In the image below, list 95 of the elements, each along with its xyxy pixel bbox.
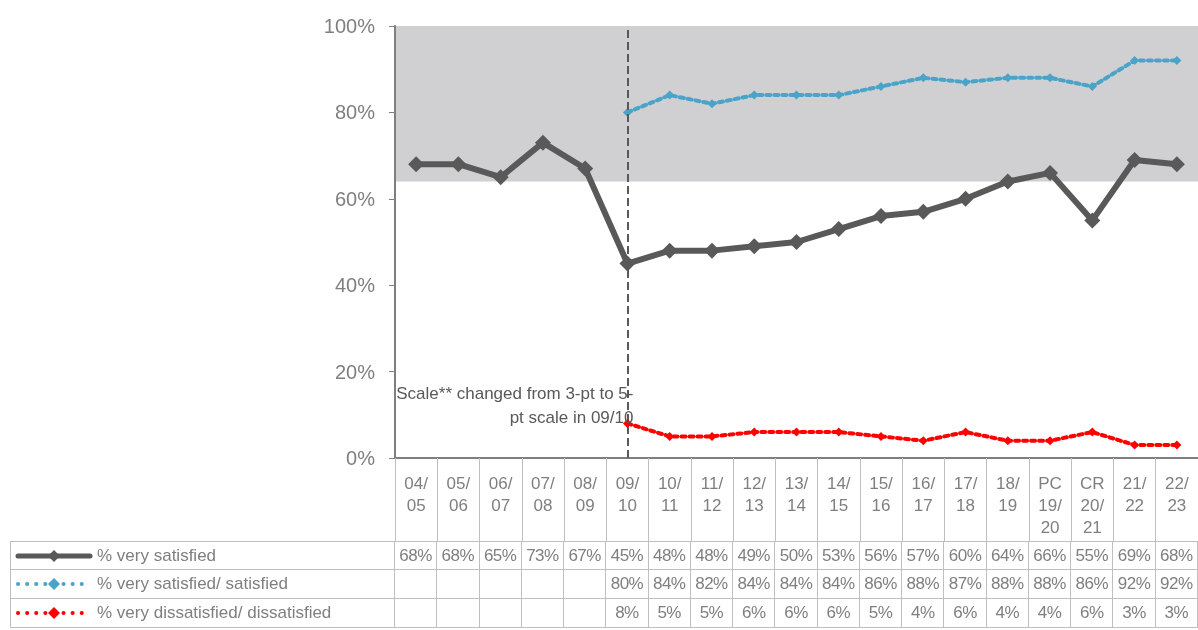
data-label: 68% [395, 541, 438, 570]
y-tick-label: 100% [323, 15, 376, 37]
x-tick-label: 07/08 [531, 473, 556, 515]
data-label: 6% [733, 599, 776, 628]
y-tick-label: 20% [334, 360, 376, 383]
data-label: 92% [1113, 570, 1156, 599]
point [918, 436, 928, 446]
data-label: 57% [902, 541, 945, 570]
data-label: 66% [1028, 541, 1072, 570]
data-label: 6% [944, 599, 987, 628]
point [830, 221, 847, 238]
x-tick-label: PC 19/20 [1038, 473, 1063, 537]
data-label: 88% [986, 570, 1029, 599]
data-label: 48% [648, 541, 691, 570]
data-label: 68% [437, 541, 480, 570]
x-tick-label: 09/10 [615, 473, 640, 515]
x-tick-label: 11/12 [700, 473, 724, 515]
data-label: 6% [775, 599, 818, 628]
point [746, 238, 763, 255]
data-label: 53% [817, 541, 860, 570]
point [1126, 151, 1143, 168]
point [1087, 81, 1097, 91]
y-tick-label: 80% [334, 101, 376, 124]
data-label: 49% [733, 541, 776, 570]
point [957, 190, 974, 207]
x-tick-label: 10/11 [657, 473, 682, 515]
data-label: 4% [902, 599, 945, 628]
point [492, 169, 509, 186]
data-label: 88% [1028, 570, 1072, 599]
data-label: 84% [817, 570, 860, 599]
point [1130, 56, 1140, 66]
point [1084, 212, 1101, 229]
y-tick-label: 60% [334, 187, 376, 210]
data-label: 8% [606, 599, 649, 628]
point [915, 203, 932, 220]
x-tick-label: 13/14 [784, 473, 809, 515]
legend-label: % very satisfied/ satisfied [97, 574, 288, 594]
data-label: 73% [521, 541, 565, 570]
data-label: 4% [986, 599, 1029, 628]
data-label: 68% [1155, 541, 1198, 570]
data-label: 3% [1155, 599, 1198, 628]
x-tick-label: 17/18 [953, 473, 978, 515]
data-label: 50% [775, 541, 818, 570]
x-tick-label: 12/13 [742, 473, 767, 515]
data-label: 86% [1071, 570, 1114, 599]
y-tick-label: 40% [334, 274, 376, 297]
data-label: 80% [606, 570, 649, 599]
x-tick-label: CR 20/21 [1080, 473, 1105, 537]
legend-label: % very dissatisfied/ dissatisfied [97, 603, 332, 623]
point [534, 134, 551, 151]
data-label: 48% [690, 541, 734, 570]
point [577, 160, 594, 177]
x-tick-label: 14/15 [826, 473, 851, 515]
point [999, 173, 1016, 190]
data-label: 64% [986, 541, 1029, 570]
data-label: 86% [859, 570, 903, 599]
x-tick-label: 21/22 [1122, 473, 1147, 515]
x-tick-label: 08/09 [573, 473, 598, 515]
x-tick-label: 04/05 [404, 473, 429, 515]
point [876, 81, 886, 91]
data-label: 4% [1028, 599, 1072, 628]
x-tick-label: 06/07 [488, 473, 513, 515]
x-tick-label: 22/23 [1165, 473, 1189, 515]
data-label: 5% [648, 599, 691, 628]
data-label: 65% [479, 541, 522, 570]
data-label: 56% [859, 541, 903, 570]
x-tick-label: 15/16 [869, 473, 894, 515]
data-label: 87% [944, 570, 987, 599]
point [749, 427, 759, 437]
point [1130, 440, 1140, 450]
data-label: 92% [1155, 570, 1198, 599]
x-tick-label: 18/19 [996, 473, 1020, 515]
point [1042, 164, 1059, 181]
data-label: 45% [606, 541, 649, 570]
data-label: 5% [690, 599, 734, 628]
data-label: 6% [817, 599, 860, 628]
y-tick-label: 0% [346, 447, 376, 469]
data-label: 5% [859, 599, 903, 628]
x-tick-label: 05/06 [446, 473, 471, 515]
point [1045, 436, 1055, 446]
data-label: 67% [564, 541, 607, 570]
x-tick-label: 16/17 [911, 473, 936, 515]
data-label: 82% [690, 570, 734, 599]
data-label: 88% [902, 570, 945, 599]
data-label: 84% [648, 570, 691, 599]
data-label: 3% [1113, 599, 1156, 628]
data-label: 55% [1071, 541, 1114, 570]
legend-label: % very satisfied [97, 545, 217, 566]
point [918, 73, 928, 83]
data-label: 84% [733, 570, 776, 599]
data-label: 60% [944, 541, 987, 570]
point [788, 234, 805, 250]
data-label: 6% [1071, 599, 1114, 628]
data-label: 84% [775, 570, 818, 599]
data-label: 69% [1113, 541, 1156, 570]
